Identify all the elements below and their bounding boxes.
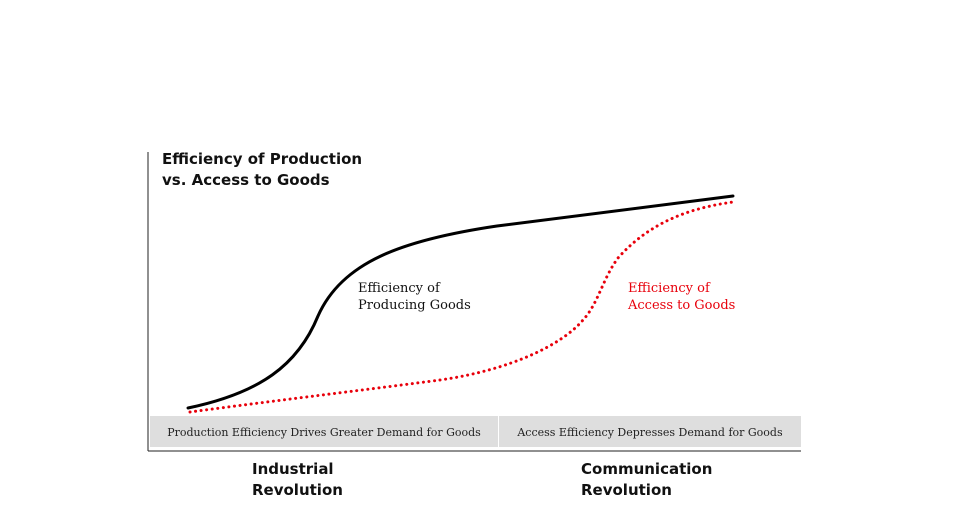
band-production-text: Production Efficiency Drives Greater Dem…: [167, 426, 481, 439]
band-access-text: Access Efficiency Depresses Demand for G…: [516, 426, 783, 439]
era-communication-line-1: Communication: [581, 460, 712, 478]
chart-title-line-2: vs. Access to Goods: [162, 171, 330, 189]
era-industrial-line-1: Industrial: [252, 460, 334, 478]
band-access: [499, 416, 801, 447]
era-communication-line-2: Revolution: [581, 481, 672, 499]
series-producing-goods-line: [186, 194, 735, 410]
series-producing-label-line-1: Efficiency of: [358, 281, 441, 296]
band-production: [150, 416, 498, 447]
series-producing-label-line-2: Producing Goods: [358, 298, 471, 313]
chart-title-line-1: Efficiency of Production: [162, 150, 362, 168]
era-industrial-line-2: Revolution: [252, 481, 343, 499]
series-access-label-line-2: Access to Goods: [627, 298, 735, 313]
series-access-label-line-1: Efficiency of: [628, 281, 711, 296]
